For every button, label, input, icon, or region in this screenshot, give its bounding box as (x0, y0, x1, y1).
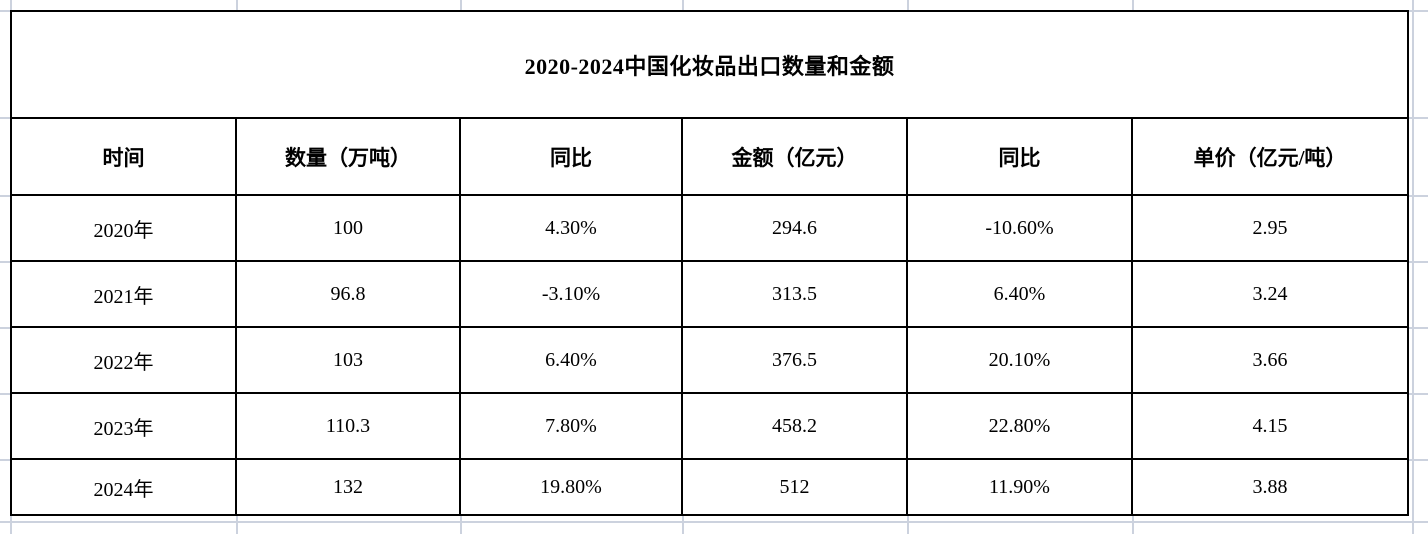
column-header[interactable]: 数量（万吨） (235, 117, 461, 196)
table-cell[interactable]: 6.40% (459, 326, 683, 394)
table-cell[interactable]: -3.10% (459, 260, 683, 328)
column-header[interactable]: 单价（亿元/吨） (1130, 117, 1410, 196)
table-row: 2021年 96.8 -3.10% 313.5 6.40% 3.24 (10, 260, 1410, 328)
table-cell[interactable]: 4.15 (1130, 392, 1410, 460)
column-header[interactable]: 金额（亿元） (681, 117, 908, 196)
table-title[interactable]: 2020-2024中国化妆品出口数量和金额 (9, 10, 1410, 119)
column-header[interactable]: 时间 (10, 117, 237, 196)
table-cell[interactable]: 22.80% (906, 392, 1133, 460)
table-cell[interactable]: -10.60% (906, 194, 1133, 262)
header-row: 时间 数量（万吨） 同比 金额（亿元） 同比 单价（亿元/吨） (10, 117, 1410, 196)
gridline-horizontal (0, 521, 1428, 523)
table-cell[interactable]: 100 (235, 194, 461, 262)
table-cell[interactable]: 2023年 (10, 392, 237, 460)
table-cell[interactable]: 2022年 (10, 326, 237, 394)
table-cell[interactable]: 294.6 (681, 194, 908, 262)
table-cell[interactable]: 3.88 (1130, 458, 1410, 516)
table-cell[interactable]: 2021年 (10, 260, 237, 328)
table-row: 2024年 132 19.80% 512 11.90% 3.88 (10, 458, 1410, 516)
table-row: 2023年 110.3 7.80% 458.2 22.80% 4.15 (10, 392, 1410, 460)
table-cell[interactable]: 11.90% (906, 458, 1133, 516)
table-row: 2020年 100 4.30% 294.6 -10.60% 2.95 (10, 194, 1410, 262)
table-cell[interactable]: 7.80% (459, 392, 683, 460)
table-cell[interactable]: 2.95 (1130, 194, 1410, 262)
table-cell[interactable]: 19.80% (459, 458, 683, 516)
export-table-body: 2020-2024中国化妆品出口数量和金额 时间 数量（万吨） 同比 金额（亿元） 同比单… (9, 10, 1410, 516)
table-cell[interactable]: 96.8 (235, 260, 461, 328)
table-cell[interactable]: 110.3 (235, 392, 461, 460)
table-cell[interactable]: 3.24 (1130, 260, 1410, 328)
table-cell[interactable]: 103 (235, 326, 461, 394)
table-cell[interactable]: 2020年 (10, 194, 237, 262)
table-cell[interactable]: 3.66 (1130, 326, 1410, 394)
table-row: 2022年 103 6.40% 376.5 20.10% 3.66 (10, 326, 1410, 394)
table-cell[interactable]: 313.5 (681, 260, 908, 328)
gridline-vertical (1412, 0, 1414, 534)
export-table: 2020-2024中国化妆品出口数量和金额 时间 数量（万吨） 同比 金额（亿元） 同比单… (9, 10, 1410, 516)
column-header[interactable]: 同比 (906, 117, 1133, 196)
table-cell[interactable]: 6.40% (906, 260, 1133, 328)
table-cell[interactable]: 512 (681, 458, 908, 516)
table-cell[interactable]: 458.2 (681, 392, 908, 460)
table-cell[interactable]: 20.10% (906, 326, 1133, 394)
column-header[interactable]: 同比 (459, 117, 683, 196)
table-cell[interactable]: 4.30% (459, 194, 683, 262)
table-cell[interactable]: 2024年 (10, 458, 237, 516)
table-cell[interactable]: 132 (235, 458, 461, 516)
title-row: 2020-2024中国化妆品出口数量和金额 (9, 10, 1410, 119)
table-cell[interactable]: 376.5 (681, 326, 908, 394)
